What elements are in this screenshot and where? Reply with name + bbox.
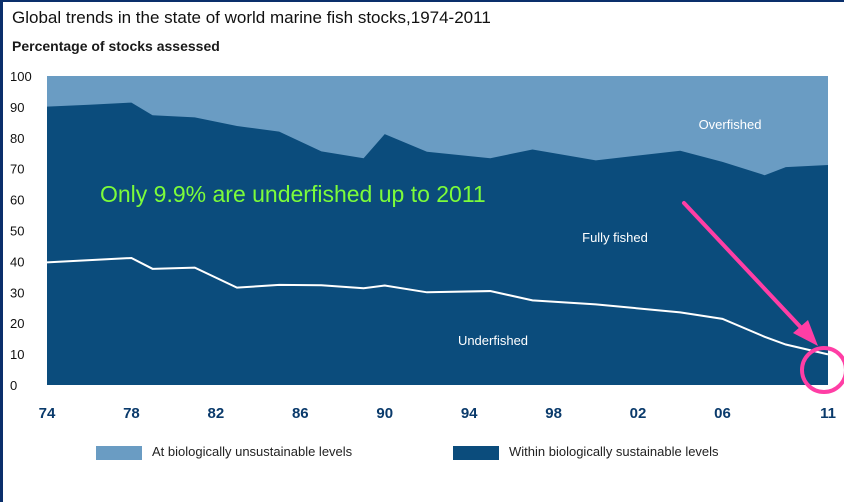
fully-fished-area-label: Fully fished xyxy=(582,230,648,245)
highlight-circle xyxy=(800,346,844,394)
plot-areas xyxy=(46,76,829,385)
x-tick-label: 74 xyxy=(39,405,56,422)
top-border xyxy=(0,0,844,2)
legend-label-sustainable: Within biologically sustainable levels xyxy=(509,444,719,459)
y-tick-label: 0 xyxy=(10,378,17,393)
x-axis-ticks: 74 78 82 86 90 94 98 02 06 11 xyxy=(39,405,836,422)
chart-canvas: 0 10 20 30 40 50 60 70 80 90 100 74 78 82 86 90 94 98 02 0… xyxy=(10,69,844,422)
legend-label-unsustainable: At biologically unsustainable levels xyxy=(152,444,353,459)
x-tick-label: 98 xyxy=(545,405,562,422)
y-tick-label: 100 xyxy=(10,69,32,84)
y-tick-label: 50 xyxy=(10,224,24,239)
chart-title: Global trends in the state of world mari… xyxy=(12,8,491,27)
y-tick-label: 40 xyxy=(10,254,24,269)
legend-swatch-unsustainable xyxy=(96,445,142,460)
left-border xyxy=(0,0,3,502)
y-axis-ticks: 0 10 20 30 40 50 60 70 80 90 100 xyxy=(10,69,32,393)
legend-swatch-sustainable xyxy=(453,445,499,460)
y-tick-label: 20 xyxy=(10,316,24,331)
y-tick-label: 80 xyxy=(10,131,24,146)
y-tick-label: 30 xyxy=(10,285,24,300)
annotation-text: Only 9.9% are underfished up to 2011 xyxy=(100,181,486,207)
x-tick-label: 86 xyxy=(292,405,309,422)
x-tick-label: 94 xyxy=(461,405,478,422)
y-tick-label: 70 xyxy=(10,162,24,177)
y-tick-label: 60 xyxy=(10,193,24,208)
x-tick-label: 90 xyxy=(376,405,393,422)
chart-subtitle: Percentage of stocks assessed xyxy=(12,38,220,54)
annotation-arrow xyxy=(682,201,818,346)
x-tick-label: 78 xyxy=(123,405,140,422)
overfished-area-label: Overfished xyxy=(699,117,762,132)
underfished-area-label: Underfished xyxy=(458,333,528,348)
y-tick-label: 90 xyxy=(10,100,24,115)
x-tick-label: 06 xyxy=(714,405,731,422)
y-tick-label: 10 xyxy=(10,347,24,362)
x-tick-label: 02 xyxy=(630,405,647,422)
legend-unsustainable: At biologically unsustainable levels xyxy=(96,444,352,460)
sustainable-area xyxy=(47,102,828,385)
underfished-line xyxy=(46,256,829,356)
x-tick-label: 11 xyxy=(820,405,836,422)
x-tick-label: 82 xyxy=(208,405,225,422)
legend-sustainable: Within biologically sustainable levels xyxy=(453,444,719,460)
